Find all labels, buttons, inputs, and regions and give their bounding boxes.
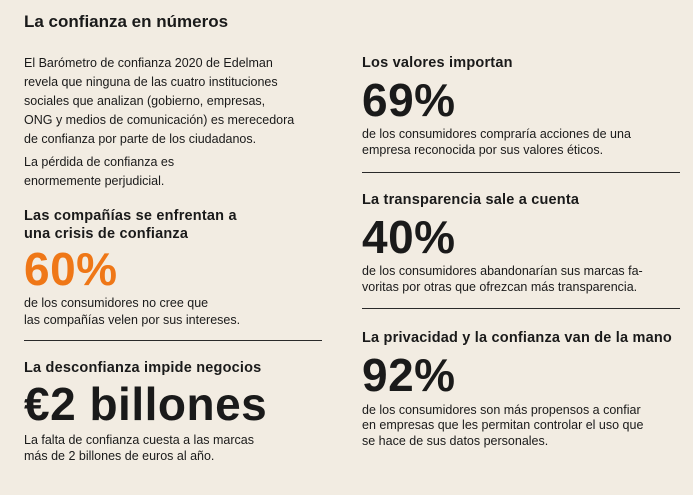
stat-description: de los consumidores son más propensos a … [362, 403, 641, 417]
divider [24, 340, 322, 341]
intro-line: enormemente perjudicial. [24, 174, 165, 188]
stat-heading: La privacidad y la confianza van de la m… [362, 330, 672, 346]
stat-figure: 69% [362, 74, 456, 126]
stat-description: de los consumidores compraría acciones d… [362, 127, 631, 141]
stat-description: de los consumidores abandonarían sus mar… [362, 264, 643, 278]
stat-description: las compañías velen por sus intereses. [24, 313, 241, 327]
stat-heading: La desconfianza impide negocios [24, 360, 262, 376]
stat-figure: 92% [362, 349, 456, 401]
divider [362, 172, 680, 173]
intro-line: La pérdida de confianza es [24, 155, 175, 169]
stat-description: La falta de confianza cuesta a las marca… [24, 433, 254, 447]
intro-line: revela que ninguna de las cuatro institu… [24, 75, 278, 89]
stat-description: voritas por otras que ofrezcan más trans… [362, 280, 638, 294]
intro-line: de confianza por parte de los ciudadanos… [24, 132, 257, 146]
stat-heading: una crisis de confianza [24, 226, 189, 242]
stat-figure: €2 billones [24, 378, 268, 430]
stat-description: empresa reconocida por sus valores ético… [362, 143, 604, 157]
intro-line: ONG y medios de comunicación) es mereced… [24, 113, 295, 127]
stat-description: más de 2 billones de euros al año. [24, 449, 215, 463]
stat-description: en empresas que les permitan controlar e… [362, 418, 644, 432]
divider [362, 308, 680, 309]
stat-figure: 60% [24, 243, 118, 295]
stat-heading: La transparencia sale a cuenta [362, 192, 580, 208]
stat-heading: Las compañías se enfrentan a [24, 208, 237, 224]
intro-line: sociales que analizan (gobierno, empresa… [24, 94, 266, 108]
stat-description: de los consumidores no cree que [24, 296, 209, 310]
stat-description: se hace de sus datos personales. [362, 434, 549, 448]
intro-line: El Barómetro de confianza 2020 de Edelma… [24, 56, 273, 70]
title: La confianza en números [24, 12, 229, 31]
stat-heading: Los valores importan [362, 55, 513, 71]
stat-figure: 40% [362, 211, 456, 263]
